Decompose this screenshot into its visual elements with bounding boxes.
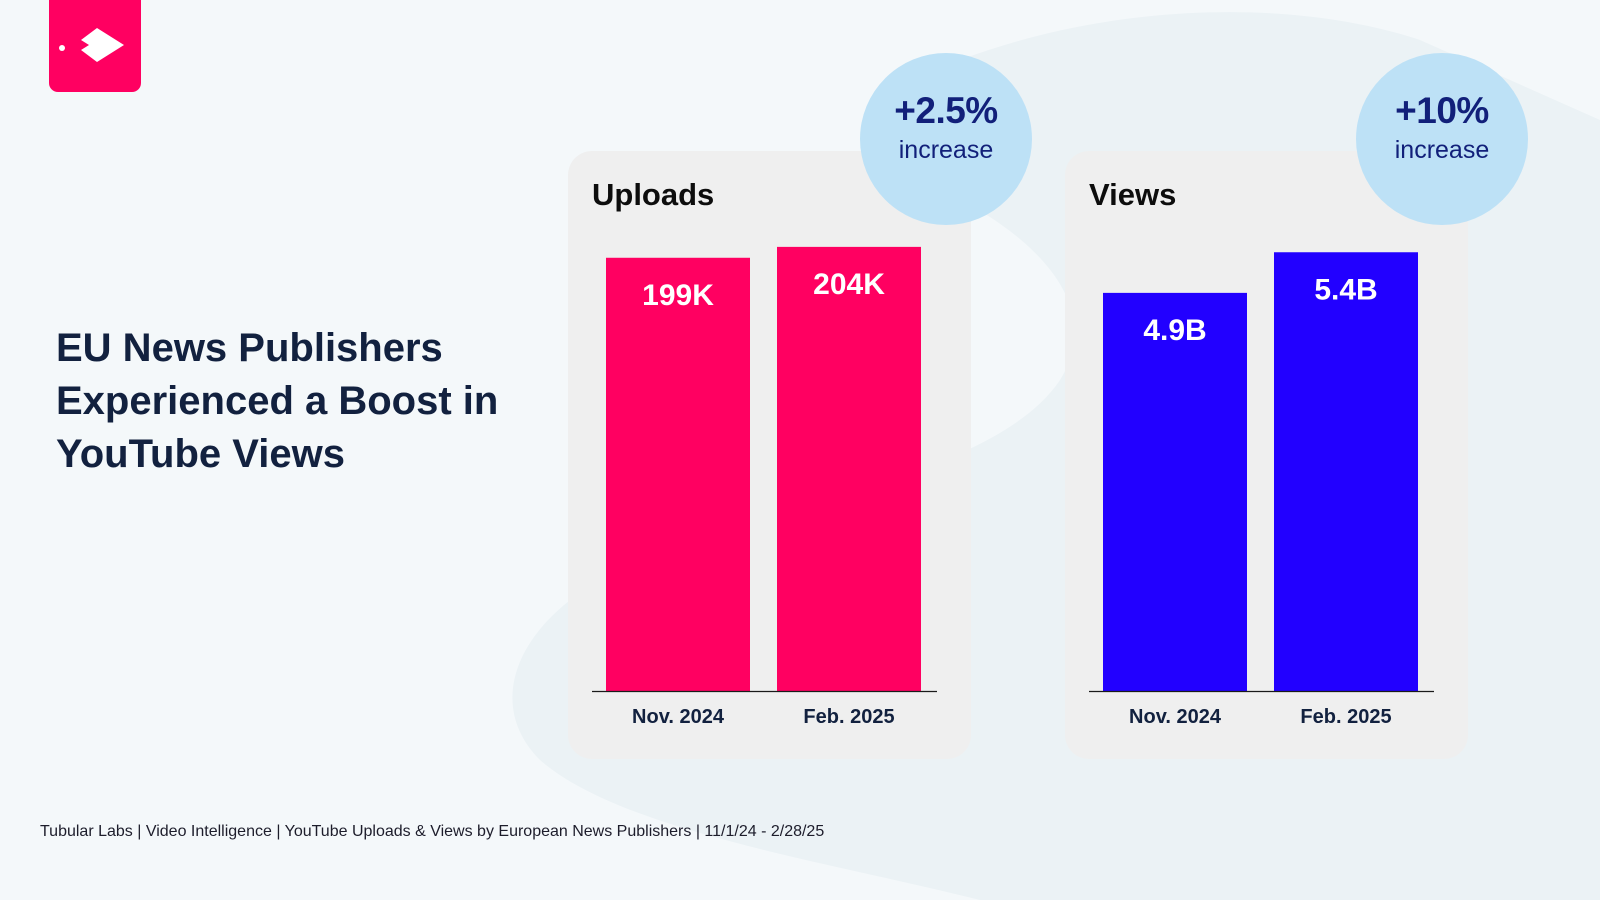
uploads-bar-feb-2025 — [777, 246, 921, 691]
views-chart-title: Views — [1089, 177, 1177, 212]
source-footer: Tubular Labs | Video Intelligence | YouT… — [40, 823, 825, 840]
views-value-label-feb-2025: 5.4B — [1314, 273, 1377, 306]
tubular-logo — [49, 0, 141, 92]
uploads-increase-percent: +2.5% — [894, 90, 998, 131]
views-tick-label-feb-2025: Feb. 2025 — [1300, 706, 1391, 728]
uploads-increase-label: increase — [898, 136, 994, 164]
uploads-increase-badge: +2.5% increase — [860, 53, 1032, 225]
uploads-bar-chart: 199K Nov. 2024 204K Feb. 2025 — [592, 246, 937, 728]
uploads-tick-label-feb-2025: Feb. 2025 — [803, 706, 894, 728]
uploads-value-label-feb-2025: 204K — [813, 268, 885, 301]
views-bar-chart: 4.9B Nov. 2024 5.4B Feb. 2025 — [1089, 252, 1434, 728]
views-increase-badge: +10% increase — [1356, 53, 1528, 225]
uploads-value-label-nov-2024: 199K — [642, 279, 714, 312]
page-title: EU News Publishers Experienced a Boost i… — [56, 326, 499, 476]
views-increase-label: increase — [1394, 136, 1490, 164]
uploads-chart-title: Uploads — [592, 177, 715, 212]
uploads-tick-label-nov-2024: Nov. 2024 — [632, 706, 725, 728]
uploads-bar-nov-2024 — [606, 257, 750, 691]
views-increase-percent: +10% — [1395, 90, 1489, 131]
views-value-label-nov-2024: 4.9B — [1143, 314, 1206, 347]
views-tick-label-nov-2024: Nov. 2024 — [1129, 706, 1222, 728]
views-chart-card: Views 4.9B Nov. 2024 5.4B Feb. 2025 — [1065, 151, 1468, 759]
views-bar-feb-2025 — [1274, 252, 1418, 691]
uploads-chart-card: Uploads 199K Nov. 2024 204K Feb. 2025 — [568, 151, 971, 759]
tubular-fish-icon — [59, 28, 124, 62]
views-bar-nov-2024 — [1103, 292, 1247, 691]
